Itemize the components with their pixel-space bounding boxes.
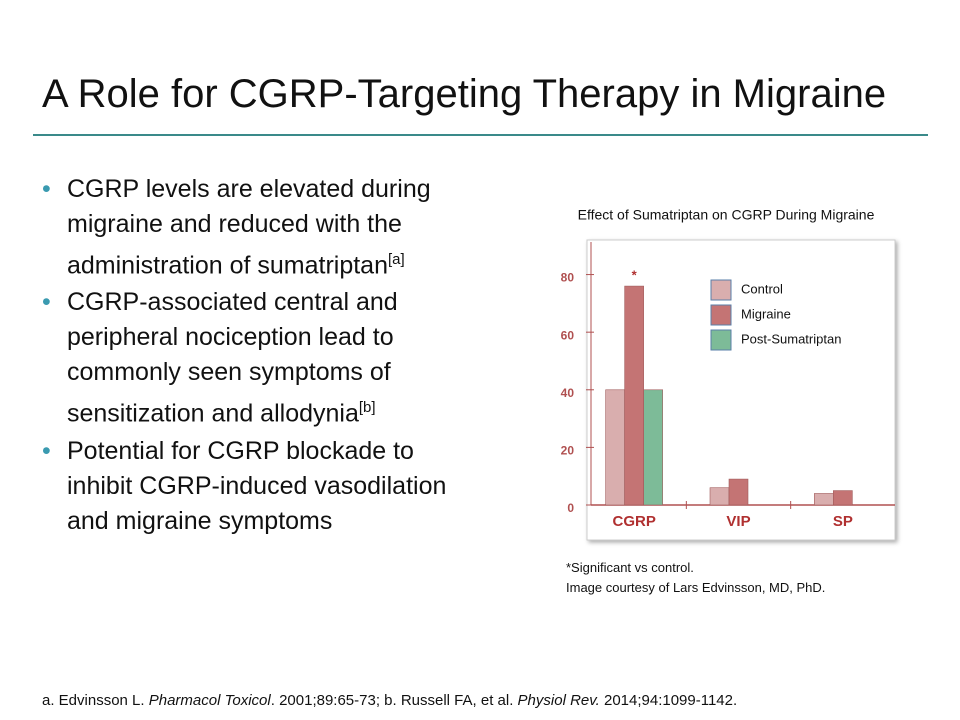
bullet: CGRP-associated central and peripheral n…	[42, 285, 462, 431]
annotation: *	[632, 268, 638, 283]
chart-title: Effect of Sumatriptan on CGRP During Mig…	[578, 207, 875, 223]
notes: *Significant vs control. Image courtesy o…	[566, 558, 825, 598]
legend-label: Post-Sumatriptan	[741, 331, 841, 346]
title-rule	[33, 134, 928, 136]
citation-part: Pharmacol Toxicol	[148, 692, 271, 709]
citation-part: 2014;94:1099-1142.	[599, 692, 738, 709]
legend-swatch	[710, 329, 732, 351]
y-tick-label: 0	[567, 501, 574, 515]
bar	[709, 487, 730, 506]
note: Image courtesy of Lars Edvinsson, MD, Ph…	[566, 580, 826, 595]
bullet-text: CGRP levels are elevated during migraine…	[67, 175, 431, 280]
bar	[605, 389, 625, 506]
bar	[833, 490, 853, 506]
citation-part: Physiol Rev.	[517, 692, 600, 709]
bar	[643, 389, 663, 506]
y-tick-label: 20	[561, 444, 575, 458]
x-tick-label: VIP	[726, 513, 750, 530]
x-tick-label: CGRP	[612, 513, 655, 530]
x-tick-label: SP	[833, 513, 853, 530]
reference: [b]	[358, 399, 376, 417]
y-tick-label: 80	[561, 271, 575, 285]
legend-label: Control	[741, 281, 783, 296]
legend-swatch	[710, 304, 732, 326]
bullet-list: CGRP levels are elevated during migraine…	[42, 172, 462, 541]
footer: a. Edvinsson L. Pharmacol Toxicol. 2001;…	[42, 692, 737, 709]
bullet-text: Potential for CGRP blockade to inhibit C…	[67, 436, 447, 535]
slide-title: A Role for CGRP-Targeting Therapy in Mig…	[42, 72, 887, 116]
legend-swatch	[710, 279, 732, 301]
bar	[728, 478, 749, 506]
bullet: Potential for CGRP blockade to inhibit C…	[42, 434, 462, 539]
note: *Significant vs control.	[566, 560, 694, 575]
bullet: CGRP levels are elevated during migraine…	[42, 172, 462, 283]
bullet-text: CGRP-associated central and peripheral n…	[67, 288, 398, 428]
bar	[624, 285, 644, 506]
citation-part: a. Edvinsson L.	[42, 692, 149, 709]
reference: [a]	[387, 251, 405, 268]
bar	[814, 493, 834, 506]
citation-part: . 2001;89:65-73; b. Russell FA, et al.	[270, 692, 518, 709]
y-tick-label: 60	[561, 328, 575, 342]
legend-label: Migraine	[741, 306, 791, 321]
y-tick-label: 40	[561, 386, 575, 400]
